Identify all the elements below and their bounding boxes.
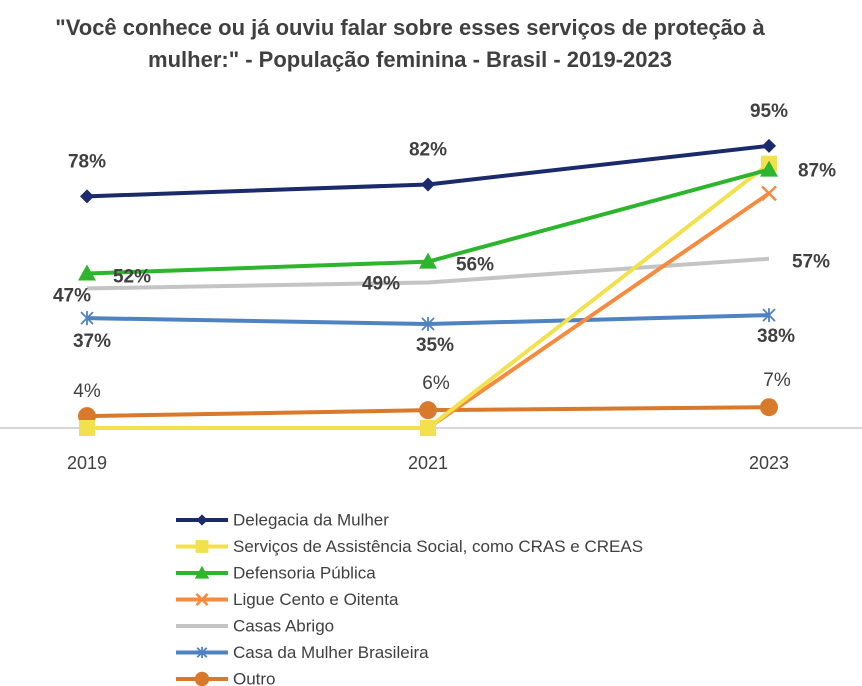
marker xyxy=(79,420,95,436)
legend-label: Casas Abrigo xyxy=(233,616,334,635)
marker xyxy=(195,593,209,606)
marker xyxy=(421,317,435,332)
marker xyxy=(196,646,208,659)
legend-item: Ligue Cento e Oitenta xyxy=(176,590,399,609)
data-label: 7% xyxy=(763,370,791,391)
data-label: 4% xyxy=(73,381,101,402)
data-label: 47% xyxy=(53,285,91,306)
marker xyxy=(760,160,778,177)
x-tick-label: 2019 xyxy=(67,453,107,473)
legend-label: Casa da Mulher Brasileira xyxy=(233,643,429,662)
marker xyxy=(80,311,94,326)
legend-label: Outro xyxy=(233,669,276,686)
legend-item: Outro xyxy=(176,669,276,686)
legend-label: Serviços de Assistência Social, como CRA… xyxy=(233,537,643,556)
data-label: 49% xyxy=(362,273,400,294)
data-label: 95% xyxy=(750,101,788,122)
marker xyxy=(760,398,778,417)
marker xyxy=(762,138,776,153)
legend-item: Delegacia da Mulher xyxy=(176,510,389,529)
chart-title: "Você conhece ou já ouviu falar sobre es… xyxy=(55,15,765,72)
legend-item: Serviços de Assistência Social, como CRA… xyxy=(176,537,643,556)
data-label: 37% xyxy=(73,331,111,352)
marker xyxy=(196,514,208,526)
data-label: 56% xyxy=(456,255,494,276)
data-label: 6% xyxy=(422,373,450,394)
data-label: 87% xyxy=(798,161,836,182)
legend-label: Defensoria Pública xyxy=(233,563,376,582)
marker xyxy=(419,252,437,269)
marker xyxy=(420,420,436,436)
marker xyxy=(78,264,96,281)
marker xyxy=(419,401,437,420)
marker xyxy=(421,177,435,192)
marker xyxy=(195,540,209,553)
marker xyxy=(762,308,776,323)
data-label: 57% xyxy=(792,252,830,273)
data-label: 78% xyxy=(68,151,106,172)
legend-label: Ligue Cento e Oitenta xyxy=(233,590,399,609)
line xyxy=(86,256,770,291)
data-label: 38% xyxy=(757,326,795,347)
legend-item: Casa da Mulher Brasileira xyxy=(176,643,429,662)
legend-item: Casas Abrigo xyxy=(176,616,334,635)
data-label: 82% xyxy=(409,139,447,160)
legend-label: Delegacia da Mulher xyxy=(233,510,389,529)
data-label: 35% xyxy=(416,335,454,356)
marker xyxy=(194,565,210,579)
marker xyxy=(194,671,210,686)
marker xyxy=(80,189,94,204)
data-label: 52% xyxy=(113,267,151,288)
x-tick-label: 2021 xyxy=(408,453,448,473)
marker xyxy=(761,185,777,202)
x-tick-label: 2023 xyxy=(749,453,789,473)
legend-item: Defensoria Pública xyxy=(176,563,376,582)
